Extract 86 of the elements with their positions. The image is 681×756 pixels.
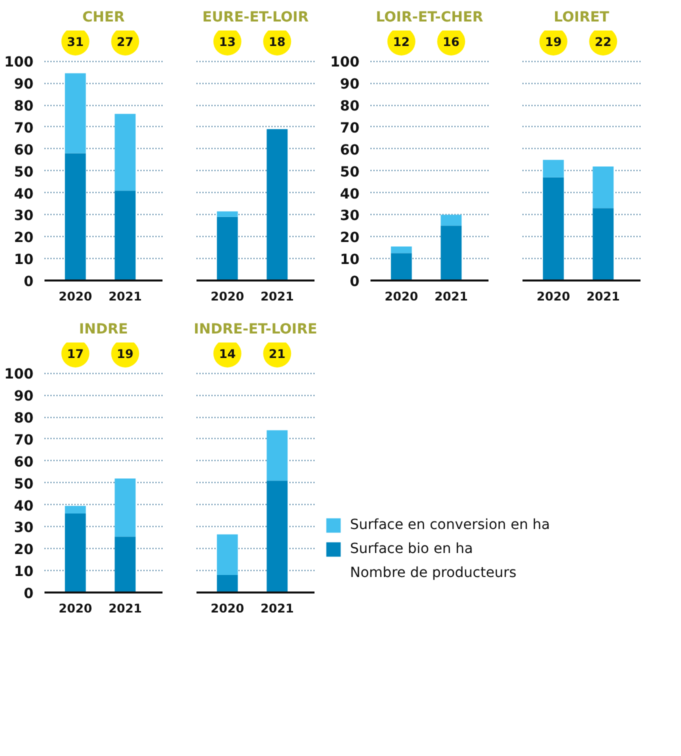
x-tick-label: 2020 (536, 290, 570, 304)
y-tick-label: 50 (340, 164, 360, 180)
bar (64, 153, 86, 280)
text: 18 (268, 34, 286, 49)
y-tick-label: 30 (14, 520, 34, 536)
x-tick-label: 2020 (210, 602, 244, 616)
y-tick-label: 0 (24, 274, 34, 290)
bar (64, 73, 86, 154)
bar (266, 430, 288, 481)
x-tick-label: 2021 (260, 290, 294, 304)
chart-title: CHER (82, 10, 125, 26)
text: 27 (116, 34, 134, 49)
bar (216, 574, 238, 592)
y-tick-label: 100 (4, 366, 34, 383)
text: Nombre de producteurs (350, 565, 516, 581)
y-tick-label: 70 (14, 120, 34, 136)
y-tick-label: 30 (14, 208, 34, 224)
text: 19 (545, 34, 562, 49)
y-tick-label: 80 (14, 410, 34, 427)
x-tick-label: 2020 (384, 290, 418, 304)
y-tick-label: 40 (340, 186, 360, 202)
bar (440, 226, 462, 280)
x-tick-label: 2021 (260, 602, 294, 616)
y-tick-label: 10 (340, 252, 360, 268)
y-tick-label: 10 (14, 252, 34, 268)
legend-label: Surface bio en ha (350, 541, 473, 557)
text: 13 (219, 34, 236, 49)
y-tick-label: 100 (330, 54, 360, 71)
y-tick-label: 50 (14, 164, 34, 180)
bar (390, 253, 412, 280)
bar (114, 190, 136, 280)
legend-label: Surface en conversion en ha (350, 517, 550, 533)
chart-title: INDRE (79, 322, 128, 338)
y-tick-label: 10 (14, 564, 34, 580)
bar (114, 478, 136, 537)
y-tick-label: 60 (14, 142, 34, 158)
text: 22 (594, 34, 612, 49)
y-tick-label: 60 (14, 454, 34, 470)
text: 14 (219, 346, 236, 361)
bar (592, 166, 614, 208)
bar (114, 536, 136, 592)
y-tick-label: 100 (4, 54, 34, 71)
bar (542, 160, 564, 178)
text: 19 (116, 346, 134, 361)
chart-title: INDRE-ET-LOIRE (194, 322, 318, 338)
bar (592, 208, 614, 280)
y-tick-label: 20 (14, 542, 34, 558)
y-tick-label: 80 (14, 98, 34, 115)
bar (266, 480, 288, 592)
y-tick-label: 40 (14, 498, 34, 514)
y-tick-label: 20 (14, 230, 34, 246)
x-tick-label: 2021 (108, 290, 142, 304)
y-tick-label: 60 (340, 142, 360, 158)
bar (64, 506, 86, 514)
text: 17 (67, 346, 84, 361)
bar (216, 534, 238, 575)
x-tick-label: 2021 (108, 602, 142, 616)
y-tick-label: 70 (14, 432, 34, 448)
chart-title: LOIR-ET-CHER (376, 10, 484, 26)
bar (390, 246, 412, 254)
chart-title: LOIRET (554, 10, 610, 26)
y-tick-label: 90 (14, 388, 34, 405)
y-tick-label: 90 (340, 76, 360, 93)
y-tick-label: 0 (24, 586, 34, 602)
x-tick-label: 2021 (434, 290, 468, 304)
x-tick-label: 2021 (586, 290, 620, 304)
y-tick-label: 0 (350, 274, 360, 290)
bar (440, 214, 462, 226)
x-tick-label: 2020 (58, 602, 92, 616)
text: 31 (67, 34, 84, 49)
x-tick-label: 2020 (210, 290, 244, 304)
bar (114, 114, 136, 191)
y-tick-label: 50 (14, 476, 34, 492)
y-tick-label: 20 (340, 230, 360, 246)
text: 16 (442, 34, 460, 49)
text: 12 (393, 34, 410, 49)
y-tick-label: 70 (340, 120, 360, 136)
bar (542, 177, 564, 280)
y-tick-label: 40 (14, 186, 34, 202)
text: 21 (268, 346, 286, 361)
y-tick-label: 90 (14, 76, 34, 93)
bar (64, 514, 86, 592)
y-tick-label: 80 (340, 98, 360, 115)
chart-title: EURE-ET-LOIR (202, 10, 309, 26)
x-tick-label: 2020 (58, 290, 92, 304)
y-tick-label: 30 (340, 208, 360, 224)
